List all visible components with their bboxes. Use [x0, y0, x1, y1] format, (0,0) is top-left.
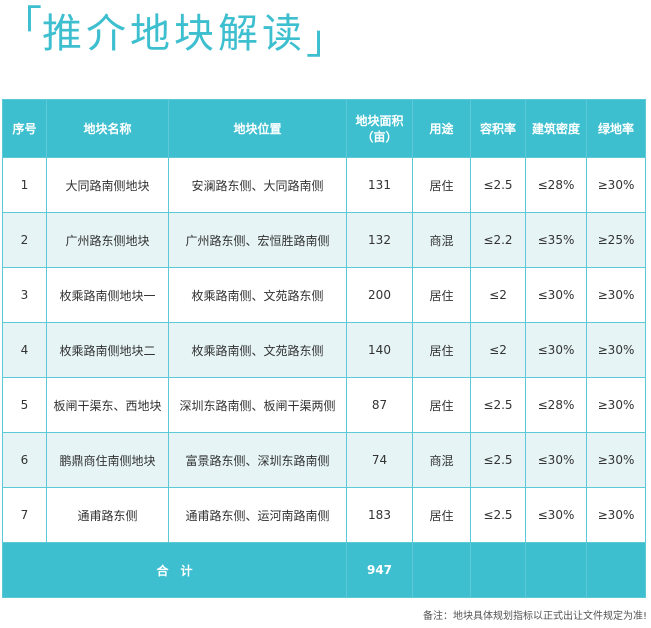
table-row: 2 广州路东侧地块 广州路东侧、宏恒胜路南侧 132 商混 ≤2.2 ≤35% ≥25%	[2, 212, 646, 268]
table-cell: ≥30%	[586, 377, 646, 433]
table-cell: ≥30%	[586, 157, 646, 213]
column-header: 绿地率	[586, 99, 646, 158]
table-cell: ≤2.5	[470, 157, 526, 213]
table-cell: 74	[346, 432, 413, 488]
table-cell: 5	[2, 377, 47, 433]
table-cell: 商混	[412, 432, 471, 488]
table-cell: 4	[2, 322, 47, 378]
table-row: 4 枚乘路南侧地块二 枚乘路南侧、文苑路东侧 140 居住 ≤2 ≤30% ≥30%	[2, 322, 646, 378]
table-cell: ≤2.5	[470, 432, 526, 488]
table-cell: 居住	[412, 487, 471, 543]
footnote: 备注：地块具体规划指标以正式出让文件规定为准!	[422, 611, 647, 622]
table-cell: ≥25%	[586, 212, 646, 268]
table-cell: ≤28%	[525, 377, 587, 433]
table-cell: 鹏鼎商住南侧地块	[46, 432, 169, 488]
table-cell: 87	[346, 377, 413, 433]
table-cell: 商混	[412, 212, 471, 268]
table-cell: ≤30%	[525, 267, 587, 323]
table-cell: 大同路南侧地块	[46, 157, 169, 213]
table-cell: 1	[2, 157, 47, 213]
table-cell: ≤2.5	[470, 377, 526, 433]
table-cell: 7	[2, 487, 47, 543]
table-cell: ≤2	[470, 267, 526, 323]
table-cell: ≥30%	[586, 487, 646, 543]
table-cell: 131	[346, 157, 413, 213]
column-header: 地块位置	[168, 99, 347, 158]
table-cell: ≤30%	[525, 487, 587, 543]
table-cell: 通甫路东侧、运河南路南侧	[168, 487, 347, 543]
table-cell: 深圳东路南侧、板闸干渠两侧	[168, 377, 347, 433]
table-header-row: 序号 地块名称 地块位置 地块面积 （亩） 用途 容积率 建筑密度 绿地率	[2, 99, 646, 158]
land-parcel-table: 序号 地块名称 地块位置 地块面积 （亩） 用途 容积率 建筑密度 绿地率 1 大同路南侧地块 安澜…	[2, 99, 646, 598]
total-empty-cell	[412, 542, 471, 598]
table-cell: ≥30%	[586, 322, 646, 378]
table-cell: ≤35%	[525, 212, 587, 268]
table-cell: 通甫路东侧	[46, 487, 169, 543]
table-cell: ≤2.2	[470, 212, 526, 268]
table-cell: 广州路东侧、宏恒胜路南侧	[168, 212, 347, 268]
total-empty-cell	[586, 542, 646, 598]
table-cell: 2	[2, 212, 47, 268]
column-header: 容积率	[470, 99, 526, 158]
table-cell: ≤2	[470, 322, 526, 378]
table-cell: 140	[346, 322, 413, 378]
table-cell: 200	[346, 267, 413, 323]
table-cell: ≥30%	[586, 267, 646, 323]
table-cell: 广州路东侧地块	[46, 212, 169, 268]
table-cell: 183	[346, 487, 413, 543]
table-cell: 富景路东侧、深圳东路南侧	[168, 432, 347, 488]
page-title: 「 推介地块解读 」	[2, 4, 346, 60]
table-cell: 居住	[412, 157, 471, 213]
total-empty-cell	[525, 542, 587, 598]
table-cell: 132	[346, 212, 413, 268]
table-cell: ≥30%	[586, 432, 646, 488]
table-row: 6 鹏鼎商住南侧地块 富景路东侧、深圳东路南侧 74 商混 ≤2.5 ≤30% ≥30%	[2, 432, 646, 488]
table-row: 5 板闸干渠东、西地块 深圳东路南侧、板闸干渠两侧 87 居住 ≤2.5 ≤28% ≥30%	[2, 377, 646, 433]
table-cell: ≤2.5	[470, 487, 526, 543]
table-cell: 枚乘路南侧地块一	[46, 267, 169, 323]
total-empty-cell	[470, 542, 526, 598]
title-text: 推介地块解读	[42, 11, 306, 57]
table-cell: 6	[2, 432, 47, 488]
total-label: 合 计	[2, 542, 347, 598]
column-header: 地块面积 （亩）	[346, 99, 413, 158]
column-header: 地块名称	[46, 99, 169, 158]
total-area: 947	[346, 542, 413, 598]
table-cell: 板闸干渠东、西地块	[46, 377, 169, 433]
table-cell: ≤30%	[525, 432, 587, 488]
table-cell: 居住	[412, 377, 471, 433]
table-cell: 安澜路东侧、大同路南侧	[168, 157, 347, 213]
table-cell: 居住	[412, 322, 471, 378]
table-row: 1 大同路南侧地块 安澜路东侧、大同路南侧 131 居住 ≤2.5 ≤28% ≥30%	[2, 157, 646, 213]
table-cell: 枚乘路南侧地块二	[46, 322, 169, 378]
column-header: 用途	[412, 99, 471, 158]
table-cell: 枚乘路南侧、文苑路东侧	[168, 322, 347, 378]
table-row: 7 通甫路东侧 通甫路东侧、运河南路南侧 183 居住 ≤2.5 ≤30% ≥30%	[2, 487, 646, 543]
title-open-bracket: 「	[2, 3, 42, 49]
table-cell: ≤28%	[525, 157, 587, 213]
table-cell: 居住	[412, 267, 471, 323]
column-header: 建筑密度	[525, 99, 587, 158]
table-cell: 3	[2, 267, 47, 323]
table-row: 3 枚乘路南侧地块一 枚乘路南侧、文苑路东侧 200 居住 ≤2 ≤30% ≥30%	[2, 267, 646, 323]
title-close-bracket: 」	[306, 17, 346, 63]
column-header: 序号	[2, 99, 47, 158]
table-total-row: 合 计 947	[2, 542, 646, 598]
table-cell: 枚乘路南侧、文苑路东侧	[168, 267, 347, 323]
table-cell: ≤30%	[525, 322, 587, 378]
